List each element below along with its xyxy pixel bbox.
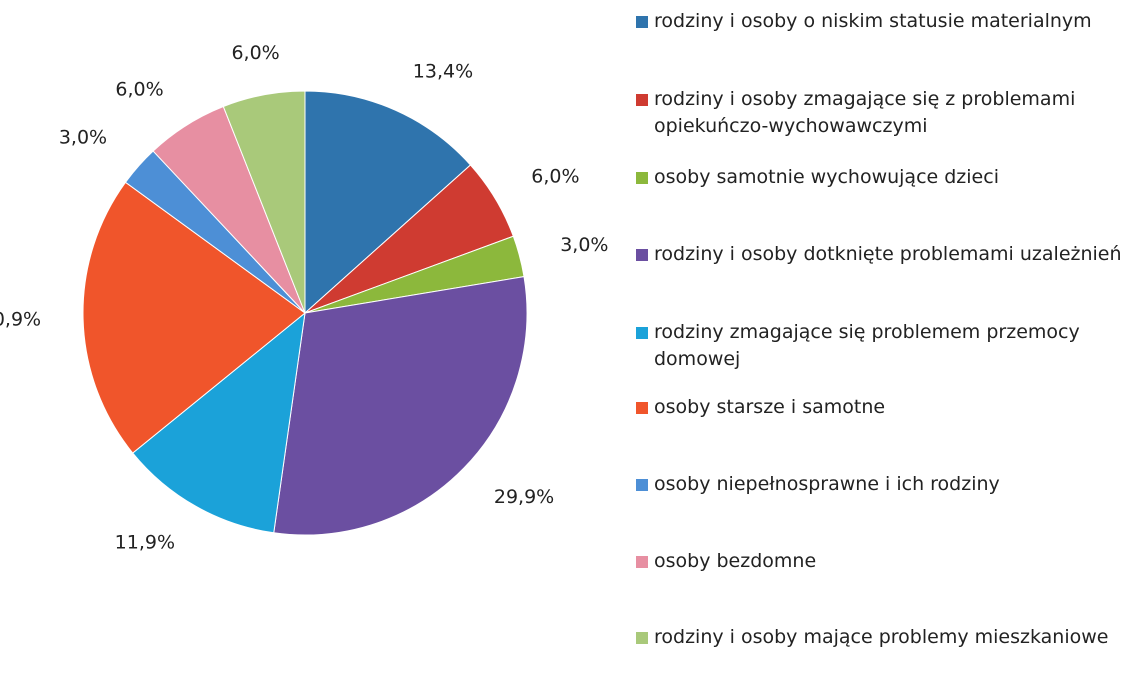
pie-slice bbox=[304, 90, 472, 315]
legend-label: rodziny i osoby dotknięte problemami uza… bbox=[654, 243, 1122, 265]
data-label: 13,4% bbox=[413, 61, 473, 83]
legend-label: rodziny i osoby zmagające się z problema… bbox=[654, 88, 1076, 137]
data-label: 6,0% bbox=[231, 42, 279, 64]
legend-swatch bbox=[636, 16, 648, 28]
legend-item: rodziny zmagające się problemem przemocy… bbox=[634, 319, 1124, 373]
legend-item: rodziny i osoby zmagające się z problema… bbox=[634, 86, 1124, 140]
legend-item: osoby starsze i samotne bbox=[634, 394, 1124, 421]
legend-swatch bbox=[636, 249, 648, 261]
pie-slice bbox=[132, 311, 306, 534]
legend-swatch bbox=[636, 479, 648, 491]
legend-label: osoby bezdomne bbox=[654, 550, 817, 572]
legend-item: rodziny i osoby o niskim statusie materi… bbox=[634, 8, 1124, 35]
legend-swatch bbox=[636, 94, 648, 106]
data-label: 29,9% bbox=[494, 486, 554, 508]
pie-slice bbox=[273, 276, 528, 536]
legend-label: rodziny i osoby mające problemy mieszkan… bbox=[654, 626, 1109, 648]
legend-swatch bbox=[636, 556, 648, 568]
data-label: 3,0% bbox=[560, 234, 608, 256]
pie-area: 13,4% 6,0% 3,0% 29,9% 11,9% 20,9% 3,0% 6,0% 6,0% bbox=[0, 42, 608, 553]
legend-item: rodziny i osoby dotknięte problemami uza… bbox=[634, 241, 1124, 268]
pie-slice bbox=[222, 90, 306, 314]
data-label: 20,9% bbox=[0, 309, 41, 331]
legend-label: rodziny i osoby o niskim statusie materi… bbox=[654, 10, 1092, 32]
data-label: 6,0% bbox=[531, 165, 579, 187]
legend-label: osoby niepełnosprawne i ich rodziny bbox=[654, 473, 1000, 495]
legend-swatch bbox=[636, 632, 648, 644]
data-label: 3,0% bbox=[59, 127, 107, 149]
pie-slice bbox=[82, 181, 306, 454]
legend-item: osoby niepełnosprawne i ich rodziny bbox=[634, 471, 1124, 498]
data-label: 11,9% bbox=[115, 531, 175, 553]
data-label: 6,0% bbox=[115, 79, 163, 101]
legend-label: rodziny zmagające się problemem przemocy… bbox=[654, 321, 1080, 370]
legend-swatch bbox=[636, 402, 648, 414]
legend-item: osoby bezdomne bbox=[634, 548, 1124, 575]
legend-item: osoby samotnie wychowujące dzieci bbox=[634, 164, 1124, 191]
legend-swatch bbox=[636, 172, 648, 184]
legend-swatch bbox=[636, 327, 648, 339]
legend-item: rodziny i osoby mające problemy mieszkan… bbox=[634, 624, 1124, 651]
legend-label: osoby starsze i samotne bbox=[654, 396, 886, 418]
legend-label: osoby samotnie wychowujące dzieci bbox=[654, 166, 999, 188]
